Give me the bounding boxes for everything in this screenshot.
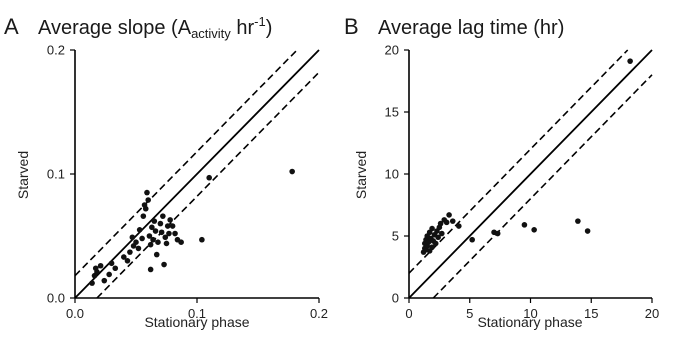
panel-a-data-point [152, 228, 159, 234]
panel-a-y-tick-label: 0.0 [47, 291, 65, 306]
panel-a-data-point [108, 260, 115, 267]
panel-b-x-tick-label: 15 [584, 306, 598, 321]
panel-b-x-tick-label: 10 [523, 306, 537, 321]
panel-a-data-point [140, 213, 147, 219]
panel-a-data-point [129, 234, 136, 241]
panel-a-data-point [167, 217, 173, 223]
panel-a-data-point [139, 235, 145, 242]
panel-a-data-point [158, 229, 165, 236]
panel-a-data-point [169, 223, 176, 229]
panel-a-points [89, 168, 295, 286]
panel-a-data-point [145, 197, 151, 203]
panel-b-data-point [439, 230, 445, 237]
panel-b-lower-bound-line [432, 74, 653, 299]
panel-a-data-point [199, 236, 205, 243]
panel-a-data-point [153, 251, 160, 258]
panel-b-data-point [627, 58, 633, 64]
panel-b-data-point [432, 240, 439, 247]
panel-a-data-point [127, 249, 133, 255]
panel-b-y-tick-label: 0 [392, 291, 399, 306]
panel-a-data-point [121, 254, 127, 260]
panel-a-data-point [135, 245, 142, 252]
panel-b-y-tick-label: 20 [385, 43, 399, 58]
panel-b: B Average lag time (hr) Stationary phase… [344, 14, 659, 330]
panel-a-data-point [124, 258, 131, 264]
panel-b-data-point [435, 234, 441, 241]
panel-a-data-point [149, 224, 155, 231]
panel-a-identity-line [74, 49, 320, 299]
panel-b-title: Average lag time (hr) [378, 17, 564, 39]
panel-b-letter: B [344, 14, 359, 39]
panel-b-data-point [521, 222, 528, 228]
panel-a-data-point [160, 213, 166, 219]
panel-a-data-point [97, 262, 104, 269]
panel-a-x-tick-label: 0.2 [310, 306, 328, 321]
panel-a-data-point [106, 271, 112, 278]
panel-a-data-point [151, 218, 158, 224]
panel-b-y-tick-label: 15 [385, 105, 399, 120]
panel-b-identity-line [408, 49, 653, 299]
panel-a-data-point [178, 239, 184, 245]
panel-b-data-point [584, 228, 591, 234]
panel-b-data-point [456, 223, 462, 229]
panel-a-data-point [157, 220, 164, 227]
panel-a-upper-bound-line [74, 49, 298, 277]
panel-a-data-point [147, 241, 154, 248]
panel-a-data-point [150, 236, 156, 243]
panel-a-data-point [147, 266, 154, 273]
panel-a-data-point [161, 261, 167, 268]
panel-b-x-tick-label: 20 [645, 306, 659, 321]
panel-a-x-tick-label: 0.1 [188, 306, 206, 321]
panel-a-data-point [162, 234, 169, 241]
panel-a-data-point [94, 269, 100, 275]
panel-b-data-point [443, 219, 450, 226]
panel-a-data-point [172, 230, 178, 237]
panel-b-data-point [429, 225, 435, 232]
panel-a-data-point [289, 168, 295, 175]
panel-b-data-point [531, 227, 537, 233]
panel-a-data-point [146, 233, 153, 239]
panel-a-data-point [142, 205, 149, 212]
panel-a-y-tick-label: 0.2 [47, 43, 65, 58]
panel-a: A Average slope (Aactivity hr-1) Station… [4, 14, 328, 330]
panel-b-data-point [437, 220, 444, 227]
panel-b-data-point [429, 244, 435, 250]
panel-b-y-tick-label: 10 [385, 167, 399, 182]
panel-b-x-axis-label: Stationary phase [477, 314, 582, 330]
panel-b-upper-bound-line [408, 49, 629, 274]
panel-b-lines [408, 49, 653, 299]
panel-b-x-tick-label: 5 [466, 306, 473, 321]
panel-b-data-point [469, 236, 475, 243]
panel-a-data-point [112, 265, 119, 272]
panel-a-x-axis-label: Stationary phase [144, 314, 249, 330]
panel-a-data-point [166, 230, 172, 237]
panel-a-y-axis-label: Starved [15, 151, 31, 199]
panel-b-data-point [446, 212, 452, 218]
panel-b-y-tick-label: 5 [392, 229, 399, 244]
panel-b-data-point [575, 218, 581, 224]
panel-a-data-point [133, 239, 139, 245]
panel-a-data-point [136, 227, 143, 233]
panel-b-x-tick-label: 0 [405, 306, 412, 321]
panel-a-y-tick-label: 0.1 [47, 167, 65, 182]
panel-a-data-point [163, 240, 170, 247]
panel-a-data-point [144, 189, 150, 196]
panel-a-lower-bound-line [96, 71, 320, 299]
panel-a-data-point [155, 239, 161, 245]
panel-a-title: Average slope (Aactivity hr-1) [38, 14, 272, 41]
panel-b-points [420, 58, 633, 255]
panel-b-ticks: 0 5 10 15 20 0 5 10 15 20 [385, 43, 660, 322]
panel-a-x-tick-label: 0.0 [66, 306, 84, 321]
panel-a-ticks: 0.0 0.1 0.2 0.0 0.1 0.2 [47, 43, 328, 322]
panel-a-data-point [206, 174, 212, 181]
panel-a-data-point [101, 277, 108, 284]
panel-a-lines [74, 49, 320, 299]
panel-b-y-axis-label: Starved [353, 151, 369, 199]
panel-a-data-point [164, 223, 171, 229]
panel-b-data-point [494, 230, 501, 237]
panel-a-data-point [89, 280, 95, 286]
panel-a-letter: A [4, 14, 19, 39]
panel-b-data-point [449, 218, 456, 224]
